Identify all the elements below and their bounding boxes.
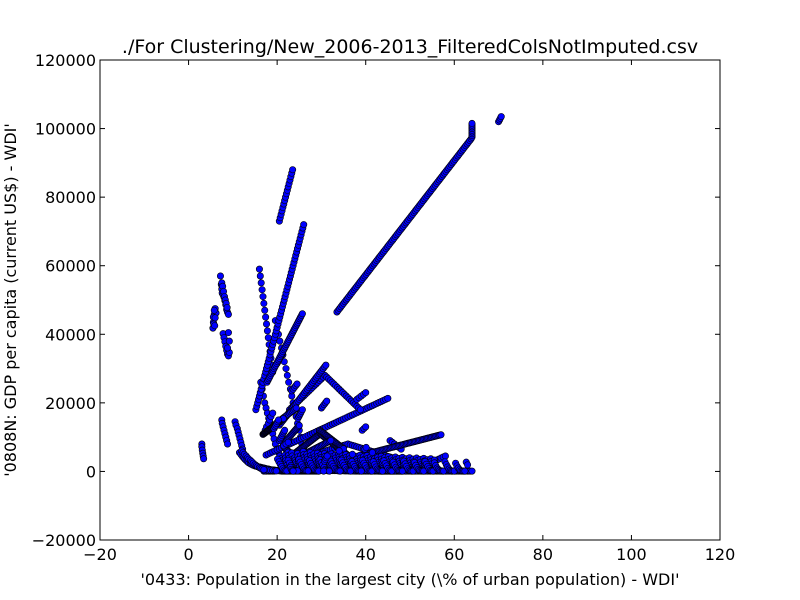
y-tick-label: 20000 (45, 394, 96, 413)
y-axis-ticks: −20000 0 20000 40000 60000 80000 100000 120000 (32, 51, 720, 550)
data-point (348, 450, 356, 458)
y-tick-label: 100000 (35, 120, 96, 139)
data-point (497, 113, 505, 121)
y-tick-label: −20000 (32, 531, 96, 550)
data-points (198, 113, 505, 475)
data-point (437, 431, 445, 439)
data-point (468, 119, 476, 127)
data-point (224, 310, 232, 318)
y-tick-label: 40000 (45, 325, 96, 344)
x-tick-label: 60 (444, 545, 464, 564)
data-point (211, 314, 219, 322)
data-point (441, 452, 449, 460)
data-point (357, 467, 365, 475)
data-point (298, 310, 306, 318)
data-point (282, 365, 290, 373)
data-point (224, 344, 232, 352)
data-point (261, 306, 269, 314)
data-point (464, 461, 472, 469)
data-point (269, 409, 277, 417)
plot-area-frame (99, 59, 721, 541)
data-point (323, 452, 331, 460)
data-point (461, 467, 469, 475)
x-tick-label: 40 (356, 545, 376, 564)
data-point (260, 466, 268, 474)
data-point (368, 449, 376, 457)
data-point (320, 467, 328, 475)
y-tick-label: 120000 (35, 51, 96, 70)
x-tick-label: 0 (183, 545, 193, 564)
data-point (259, 293, 267, 301)
data-point (262, 313, 270, 321)
x-tick-label: 100 (616, 545, 647, 564)
data-point (468, 467, 476, 475)
data-point (362, 389, 370, 397)
chart-title: ./For Clustering/New_2006-2013_FilteredC… (122, 36, 698, 58)
data-point (257, 279, 265, 287)
y-tick-label: 80000 (45, 188, 96, 207)
data-point (274, 416, 282, 424)
y-tick-label: 60000 (45, 257, 96, 276)
data-point (224, 440, 232, 448)
data-point (289, 166, 297, 174)
data-point (362, 443, 370, 451)
data-point (284, 438, 292, 446)
data-point (223, 304, 231, 312)
data-point (322, 361, 330, 369)
data-point (293, 380, 301, 388)
data-point (362, 423, 370, 431)
x-tick-label: −20 (83, 545, 117, 564)
data-point (335, 447, 343, 455)
data-point (255, 265, 263, 273)
data-point (263, 327, 271, 335)
data-point (304, 467, 312, 475)
data-point (210, 306, 218, 314)
x-tick-label: 80 (533, 545, 553, 564)
data-point (258, 286, 266, 294)
data-point (323, 397, 331, 405)
data-point (285, 378, 293, 386)
x-tick-label: 20 (267, 545, 287, 564)
data-point (216, 272, 224, 280)
data-point (200, 455, 208, 463)
data-point (225, 337, 233, 345)
data-point (260, 299, 268, 307)
x-tick-label: 120 (705, 545, 736, 564)
data-point (211, 322, 219, 330)
data-point (384, 394, 392, 402)
data-point (283, 371, 291, 379)
data-point (224, 329, 232, 337)
y-tick-label: 0 (86, 462, 96, 481)
x-axis-ticks: −20 0 20 40 60 80 100 120 (83, 60, 735, 564)
data-point (336, 467, 344, 475)
data-point (327, 437, 335, 445)
data-point (272, 467, 280, 475)
data-point (263, 320, 271, 328)
data-point (300, 221, 308, 229)
data-point (289, 467, 297, 475)
y-axis-label: '0808N: GDP per capita (current US$) - W… (1, 123, 20, 477)
data-point (298, 406, 306, 414)
data-point (295, 421, 303, 429)
data-point (356, 406, 364, 414)
data-point (256, 272, 264, 280)
x-axis-label: '0433: Population in the largest city (\… (141, 570, 680, 589)
data-point (281, 426, 289, 434)
